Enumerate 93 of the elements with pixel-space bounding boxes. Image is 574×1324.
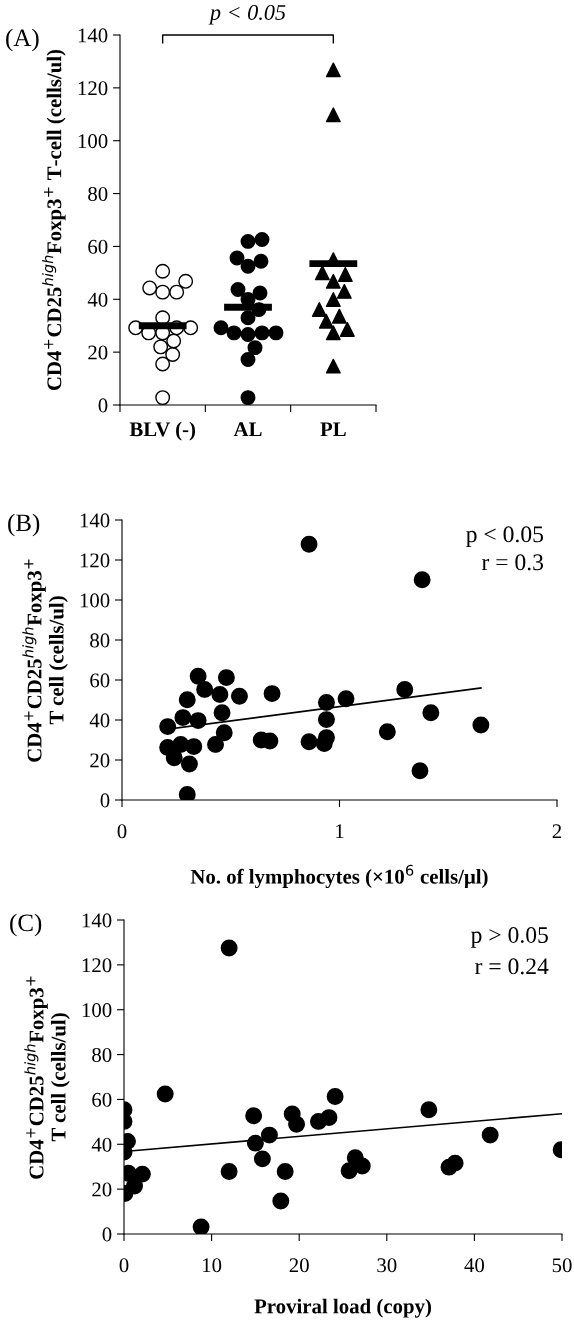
y-tick-label: 100 bbox=[78, 134, 108, 149]
y-tick-label: 80 bbox=[90, 633, 110, 648]
point bbox=[215, 724, 233, 742]
x-tick-label: 1 bbox=[336, 824, 344, 839]
point bbox=[378, 723, 396, 741]
point bbox=[196, 680, 214, 698]
point bbox=[230, 687, 248, 705]
point bbox=[156, 1085, 174, 1103]
y-tick-label: 80 bbox=[92, 1047, 112, 1062]
point bbox=[253, 1150, 271, 1168]
point bbox=[211, 685, 229, 703]
y-tick-label: 40 bbox=[89, 713, 110, 728]
y-tick-label: 20 bbox=[90, 753, 110, 768]
point bbox=[185, 738, 203, 756]
x-axis-title: No. of lymphocytes (×10$^{6}$ cells/μl) bbox=[190, 864, 488, 889]
text: p < 0.05 bbox=[208, 4, 286, 25]
x-tick-label: 30 bbox=[377, 1258, 397, 1273]
x-tick-label: 10 bbox=[203, 1258, 222, 1273]
point bbox=[174, 709, 192, 727]
text: (B) bbox=[8, 513, 40, 537]
point bbox=[413, 571, 431, 589]
y-tick-label: 20 bbox=[88, 345, 108, 360]
x-tick-label: 50 bbox=[552, 1258, 572, 1273]
y-tick-label: 100 bbox=[82, 1003, 112, 1018]
point bbox=[300, 535, 318, 553]
point bbox=[272, 1192, 290, 1210]
text: CD4$^{+}$CD25$^{high}$Foxp3$^{+}$ T cell (cells/ul) bbox=[22, 559, 68, 762]
y-tick-label: 140 bbox=[80, 513, 110, 528]
point bbox=[326, 1088, 344, 1105]
point bbox=[189, 712, 207, 730]
y-tick-label: 120 bbox=[82, 958, 112, 973]
point bbox=[396, 680, 414, 698]
y-tick-label: 60 bbox=[90, 673, 110, 688]
x-tick-label: 20 bbox=[289, 1258, 309, 1273]
text: (A) bbox=[6, 28, 39, 52]
point bbox=[246, 1134, 264, 1152]
point bbox=[133, 1165, 151, 1183]
point bbox=[260, 1126, 278, 1144]
point bbox=[320, 1109, 338, 1127]
point bbox=[481, 1126, 499, 1144]
x-tick-label: 0 bbox=[119, 1258, 129, 1273]
point bbox=[220, 1162, 238, 1180]
x-tick-label: 2 bbox=[552, 824, 562, 839]
x-tick-label: PL bbox=[320, 422, 346, 437]
y-tick-label: 40 bbox=[87, 292, 108, 307]
point bbox=[337, 690, 355, 708]
y-tick-label: 60 bbox=[92, 1092, 112, 1107]
y-tick-label: 140 bbox=[78, 28, 108, 43]
x-tick-label: BLV (-) bbox=[129, 421, 196, 441]
point bbox=[217, 669, 235, 687]
point bbox=[245, 1107, 263, 1125]
point bbox=[213, 704, 231, 722]
x-tick-label: 0 bbox=[117, 824, 127, 839]
y-tick-label: 0 bbox=[98, 398, 108, 413]
x-tick-label: 40 bbox=[464, 1258, 485, 1273]
y-tick-label: 140 bbox=[82, 913, 112, 928]
y-axis-title: CD4$^{+}$CD25$^{high}$Foxp3$^{+}$ T-cell (cells/ul) bbox=[42, 49, 66, 391]
point bbox=[180, 755, 198, 773]
point bbox=[159, 718, 177, 736]
x-axis-title: Proviral load (copy) bbox=[254, 1298, 432, 1318]
point bbox=[446, 1154, 464, 1172]
annotation: p < 0.05 bbox=[466, 526, 544, 548]
y-tick-label: 100 bbox=[80, 593, 110, 608]
point bbox=[263, 685, 281, 703]
point bbox=[317, 711, 335, 729]
point bbox=[472, 716, 490, 734]
point bbox=[422, 704, 440, 722]
y-tick-label: 120 bbox=[80, 553, 110, 568]
annotation: r = 0.24 bbox=[475, 958, 549, 975]
point bbox=[189, 667, 207, 685]
x-tick-label: AL bbox=[233, 422, 262, 437]
point bbox=[411, 762, 429, 780]
y-tick-label: 0 bbox=[102, 1227, 112, 1242]
point bbox=[178, 691, 196, 709]
point bbox=[165, 749, 183, 767]
y-tick-label: 40 bbox=[91, 1137, 112, 1152]
text: (C) bbox=[10, 913, 42, 937]
point bbox=[207, 735, 224, 753]
point bbox=[317, 693, 335, 711]
point bbox=[300, 733, 318, 751]
point bbox=[192, 1218, 210, 1234]
y-tick-label: 80 bbox=[88, 186, 108, 201]
y-tick-label: 60 bbox=[88, 239, 108, 254]
point bbox=[420, 1101, 438, 1119]
point bbox=[220, 939, 238, 957]
annotation: r = 0.3 bbox=[481, 554, 544, 571]
point bbox=[288, 1115, 306, 1133]
annotation: p > 0.05 bbox=[470, 926, 548, 948]
point bbox=[276, 1162, 294, 1180]
text: CD4$^{+}$CD25$^{high}$Foxp3$^{+}$ T cell (cells/ul) bbox=[24, 976, 70, 1179]
y-tick-label: 120 bbox=[78, 81, 108, 96]
y-tick-label: 0 bbox=[100, 793, 110, 808]
y-tick-label: 20 bbox=[92, 1182, 112, 1197]
